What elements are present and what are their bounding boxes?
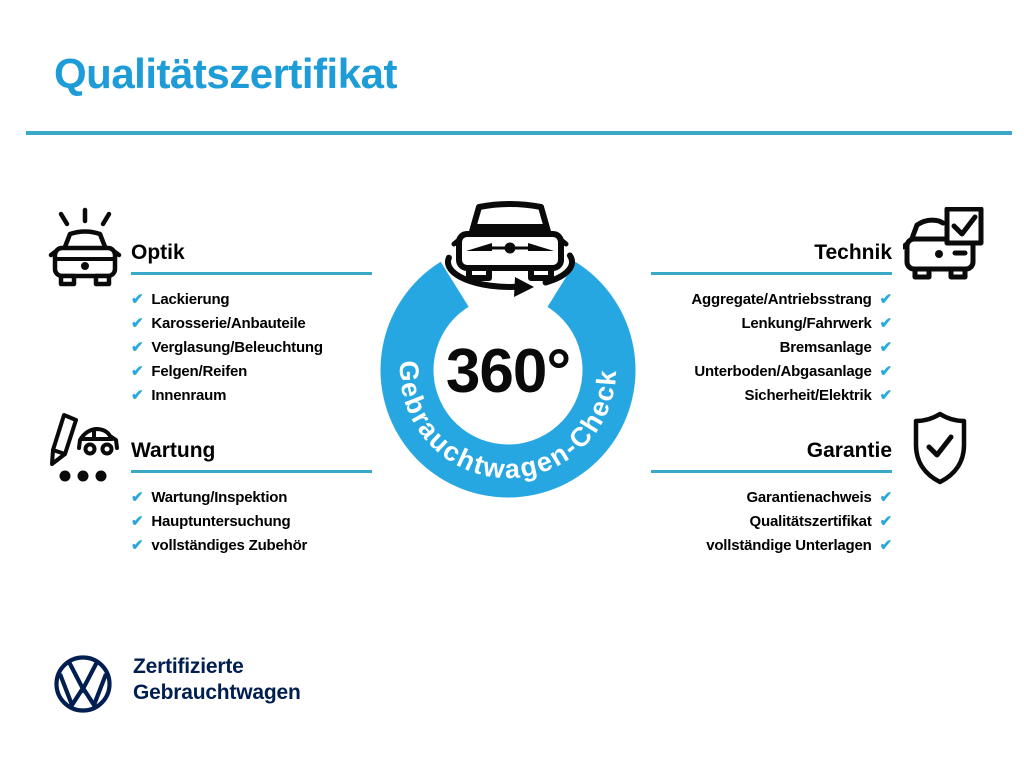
list-item: Sicherheit/Elektrik ✔: [651, 383, 893, 407]
list-item: Lenkung/Fahrwerk ✔: [651, 311, 892, 335]
list-item-label: Karosserie/Anbauteile: [151, 314, 306, 332]
check-icon: ✔: [131, 290, 144, 308]
list-item-label: Garantienachweis: [746, 488, 872, 506]
check-icon: ✔: [879, 362, 893, 380]
list-item-label: Sicherheit/Elektrik: [744, 386, 872, 404]
section-optik-title: Optik: [131, 241, 185, 264]
pencil-car-checklist-icon: [50, 413, 119, 482]
list-item-label: Felgen/Reifen: [151, 362, 248, 380]
section-technik-title: Technik: [814, 241, 892, 264]
section-wartung-title: Wartung: [131, 439, 216, 462]
list-item-label: Qualitätszertifikat: [749, 512, 872, 530]
shiny-car-icon: [48, 207, 122, 287]
check-icon: ✔: [131, 386, 144, 404]
list-item: ✔ Hauptuntersuchung: [131, 509, 372, 533]
check-icon: ✔: [131, 314, 144, 332]
list-item: ✔ Verglasung/Beleuchtung: [131, 335, 372, 359]
section-garantie-list: Garantienachweis ✔ Qualitätszertifikat ✔ v…: [651, 485, 892, 557]
check-icon: ✔: [879, 488, 893, 506]
list-item: ✔ vollständiges Zubehör: [131, 533, 372, 557]
list-item: vollständige Unterlagen ✔: [651, 533, 892, 557]
section-optik: Optik ✔ Lackierung ✔ Karosserie/Anbauteile…: [131, 241, 372, 407]
check-icon: ✔: [879, 386, 893, 404]
section-garantie-underline: [651, 470, 892, 473]
list-item: Bremsanlage ✔: [651, 335, 893, 359]
vw-logo: [54, 655, 112, 713]
page-title: Qualitätszertifikat: [54, 50, 397, 97]
list-item-label: Bremsanlage: [779, 338, 872, 356]
section-optik-list: ✔ Lackierung ✔ Karosserie/Anbauteile ✔ Verg…: [131, 287, 372, 407]
section-wartung: Wartung ✔ Wartung/Inspektion ✔ Hauptunters…: [131, 439, 372, 557]
list-item: ✔ Lackierung: [131, 287, 372, 311]
check-icon: ✔: [131, 536, 144, 554]
check-360-graphic: Gebrauchtwagen-Check 360°: [380, 201, 636, 498]
list-item-label: Lackierung: [151, 290, 230, 308]
list-item: Unterboden/Abgasanlage ✔: [651, 359, 892, 383]
car-360-rotation-icon: [445, 201, 575, 297]
check-icon: ✔: [879, 512, 893, 530]
section-wartung-list: ✔ Wartung/Inspektion ✔ Hauptuntersuchung ✔…: [131, 485, 372, 557]
header-divider: [26, 131, 1012, 135]
car-checkbox-icon: [903, 207, 984, 280]
check-icon: ✔: [131, 338, 144, 356]
list-item-label: Wartung/Inspektion: [151, 488, 288, 506]
check-icon: ✔: [879, 290, 893, 308]
brand-line2: Gebrauchtwagen: [133, 681, 301, 704]
list-item: Aggregate/Antriebsstrang ✔: [651, 287, 892, 311]
list-item-label: Innenraum: [151, 386, 227, 404]
check-icon: ✔: [879, 314, 893, 332]
list-item: Garantienachweis ✔: [651, 485, 892, 509]
section-technik-list: Aggregate/Antriebsstrang ✔ Lenkung/Fahrwe…: [651, 287, 892, 407]
list-item-label: Hauptuntersuchung: [151, 512, 291, 530]
brand-lockup: Zertifizierte Gebrauchtwagen: [133, 654, 301, 706]
shield-check-icon: [913, 411, 967, 485]
section-wartung-underline: [131, 470, 372, 473]
list-item: ✔ Karosserie/Anbauteile: [131, 311, 372, 335]
list-item: ✔ Wartung/Inspektion: [131, 485, 372, 509]
check-icon: ✔: [131, 362, 144, 380]
list-item-label: Aggregate/Antriebsstrang: [691, 290, 872, 308]
ring-360: [380, 242, 636, 498]
degrees-label: 360°: [446, 337, 570, 406]
list-item-label: Lenkung/Fahrwerk: [741, 314, 872, 332]
section-technik-underline: [651, 272, 892, 275]
check-icon: ✔: [131, 512, 144, 530]
check-icon: ✔: [879, 338, 893, 356]
brand-line1: Zertifizierte: [133, 655, 244, 678]
section-garantie-title: Garantie: [806, 439, 892, 462]
section-optik-underline: [131, 272, 372, 275]
section-garantie: Garantie Garantienachweis ✔ Qualitätszert…: [651, 439, 892, 557]
list-item-label: Unterboden/Abgasanlage: [694, 362, 872, 380]
check-icon: ✔: [131, 488, 144, 506]
list-item: ✔ Innenraum: [131, 383, 372, 407]
list-item-label: Verglasung/Beleuchtung: [151, 338, 323, 356]
list-item-label: vollständiges Zubehör: [151, 536, 308, 554]
list-item: ✔ Felgen/Reifen: [131, 359, 372, 383]
section-technik: Technik Aggregate/Antriebsstrang ✔ Lenkun…: [651, 241, 892, 407]
check-icon: ✔: [879, 536, 893, 554]
list-item: Qualitätszertifikat ✔: [651, 509, 893, 533]
list-item-label: vollständige Unterlagen: [706, 536, 872, 554]
